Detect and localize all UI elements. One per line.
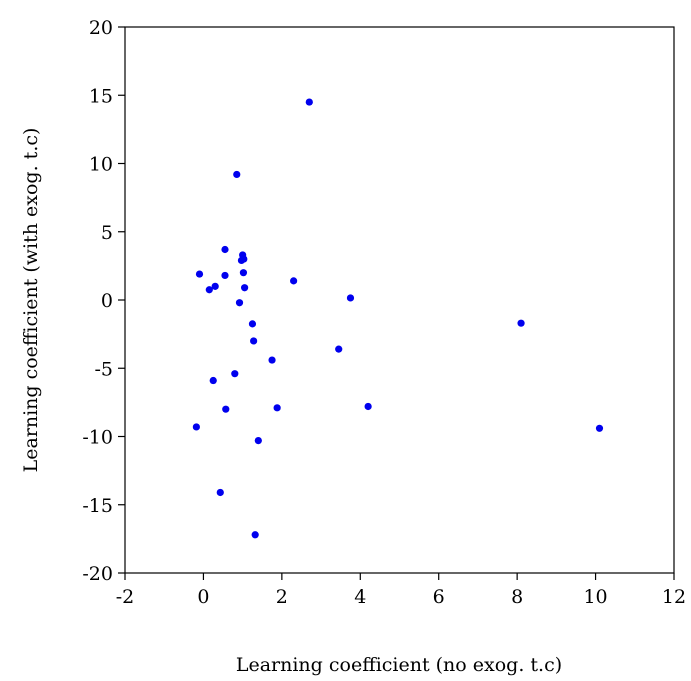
y-axis-ticks: 20 15 10 5 0 -5 -10 -15 -20	[82, 17, 125, 585]
x-tick-label: 10	[583, 586, 607, 608]
data-point	[273, 404, 281, 412]
y-tick-label: 0	[101, 290, 113, 312]
data-points	[192, 98, 604, 539]
data-point	[222, 405, 230, 413]
x-tick-label: -2	[116, 586, 135, 608]
y-tick-label: 20	[89, 17, 113, 39]
data-point	[195, 270, 204, 278]
data-point	[240, 255, 248, 263]
x-tick-label: 0	[197, 586, 209, 608]
data-point	[192, 423, 200, 431]
data-point	[231, 370, 239, 378]
x-tick-label: 6	[433, 586, 445, 608]
y-tick-label: -20	[82, 563, 113, 585]
data-point	[248, 320, 257, 328]
data-point	[239, 269, 248, 277]
data-point	[216, 488, 224, 497]
data-point	[235, 299, 244, 307]
data-point	[251, 531, 259, 539]
y-tick-label: -5	[94, 358, 113, 380]
data-point	[346, 294, 355, 302]
data-point	[241, 284, 249, 292]
x-axis-ticks: -2 0 2 4 6 8 10 12	[116, 573, 686, 608]
x-axis-label: Learning coefficient (no exog. t.c)	[236, 654, 562, 676]
y-tick-label: 10	[89, 154, 113, 176]
x-tick-label: 4	[354, 586, 366, 608]
data-point	[335, 345, 343, 353]
data-point	[211, 282, 219, 290]
data-point	[254, 436, 262, 445]
data-point	[205, 286, 213, 294]
data-point	[250, 337, 258, 345]
y-tick-label: -15	[82, 495, 113, 517]
data-point	[209, 376, 217, 385]
x-tick-label: 2	[276, 586, 288, 608]
y-tick-label: 5	[101, 222, 113, 244]
y-tick-label: -10	[82, 427, 113, 449]
y-axis-label: Learning coefficient (with exog. t.c)	[20, 128, 42, 473]
data-point	[233, 170, 241, 179]
data-point	[595, 424, 604, 432]
data-point	[221, 271, 229, 280]
data-point	[305, 98, 313, 106]
x-tick-label: 12	[662, 586, 686, 608]
data-point	[364, 402, 372, 411]
x-tick-label: 8	[511, 586, 523, 608]
data-point	[290, 277, 298, 285]
data-point	[517, 319, 525, 327]
y-tick-label: 15	[89, 85, 113, 107]
data-point	[221, 245, 229, 254]
data-point	[268, 356, 276, 364]
plot-frame	[124, 26, 675, 574]
